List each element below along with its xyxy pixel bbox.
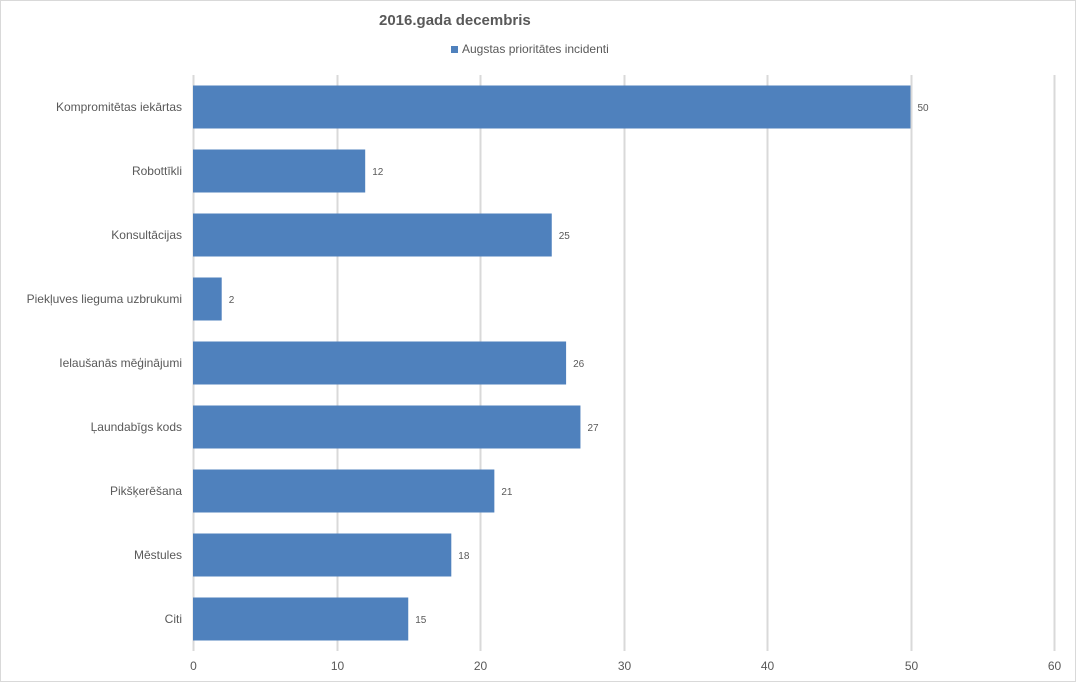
legend: Augstas prioritātes incidenti [451, 42, 609, 56]
bar [193, 405, 581, 449]
category-label: Piekļuves lieguma uzbrukumi [27, 292, 182, 306]
bar [193, 597, 409, 641]
data-label: 2 [229, 295, 235, 306]
legend-swatch [451, 45, 458, 53]
x-tick-label: 40 [761, 659, 775, 673]
category-label: Citi [165, 612, 182, 626]
x-tick-label: 50 [905, 659, 919, 673]
category-label: Konsultācijas [111, 228, 182, 242]
category-label: Robottīkli [132, 164, 182, 178]
data-label: 25 [559, 231, 571, 242]
bar [193, 277, 222, 321]
category-label: Kompromitētas iekārtas [56, 100, 182, 114]
bar [193, 341, 567, 385]
x-tick-label: 60 [1048, 659, 1062, 673]
x-tick-label: 10 [331, 659, 345, 673]
x-tick-label: 20 [474, 659, 488, 673]
bar [193, 149, 366, 193]
data-label: 21 [501, 487, 513, 498]
x-tick-label: 30 [618, 659, 632, 673]
bar [193, 213, 552, 257]
x-tick-label: 0 [190, 659, 197, 673]
data-label: 27 [587, 423, 599, 434]
category-label: Ļaundabīgs kods [91, 420, 182, 434]
category-label: Mēstules [134, 548, 182, 562]
data-label: 26 [573, 359, 585, 370]
category-label: Pikšķerēšana [110, 484, 182, 498]
bar [193, 533, 452, 577]
data-label: 12 [372, 167, 384, 178]
legend-label: Augstas prioritātes incidenti [462, 42, 609, 56]
data-label: 18 [458, 551, 470, 562]
category-label: Ielaušanās mēģinājumi [59, 356, 182, 370]
chart-title: 2016.gada decembris [379, 12, 531, 29]
data-label: 50 [918, 103, 930, 114]
data-label: 15 [415, 615, 427, 626]
bar [193, 85, 911, 129]
bar [193, 469, 495, 513]
